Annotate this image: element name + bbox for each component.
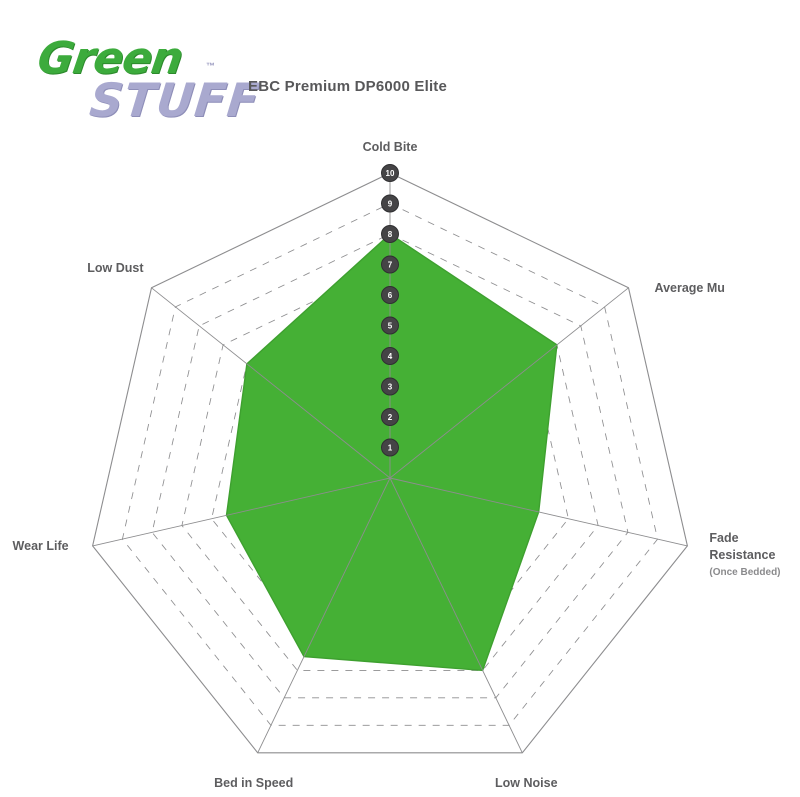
radar-spoke xyxy=(92,477,391,547)
radar-tick-marker: 10 xyxy=(381,164,399,182)
tick-marker-circle xyxy=(381,438,399,457)
axis-label: Resistance xyxy=(709,548,775,562)
greenstuff-logo: Green STUFF ™ xyxy=(34,33,262,133)
radar-tick-marker: 5 xyxy=(381,316,399,335)
radar-axis-labels: Cold Bite Average Mu Fade Resistance (Once B… xyxy=(13,140,781,790)
tick-marker-circle xyxy=(381,377,399,396)
radar-spoke xyxy=(151,287,391,479)
radar-spoke xyxy=(389,477,688,547)
tick-marker-label: 5 xyxy=(388,322,393,331)
tick-marker-label: 1 xyxy=(388,444,393,453)
tick-marker-circle xyxy=(381,316,399,335)
radar-spoke xyxy=(257,477,391,753)
radar-tick-marker: 6 xyxy=(381,286,399,304)
radar-tick-marker: 4 xyxy=(381,347,399,365)
axis-label: Average Mu xyxy=(655,281,725,295)
radar-spokes xyxy=(92,173,688,753)
radar-outer-ring xyxy=(92,172,688,754)
tick-marker-label: 10 xyxy=(386,169,395,178)
tick-marker-circle xyxy=(381,347,399,365)
axis-label: Wear Life xyxy=(13,539,69,553)
radar-tick-marker: 2 xyxy=(381,408,399,426)
page-title: EBC Premium DP6000 Elite xyxy=(248,78,448,95)
axis-label: Fade xyxy=(709,531,738,545)
radar-spoke xyxy=(389,477,523,753)
axis-label: Low Dust xyxy=(87,261,144,275)
axis-label: Cold Bite xyxy=(363,140,418,154)
tick-marker-circle xyxy=(381,408,399,426)
axis-label: Low Noise xyxy=(495,776,558,790)
radar-tick-marker: 8 xyxy=(381,225,399,243)
axis-sublabel: (Once Bedded) xyxy=(709,567,780,578)
axis-label: Bed in Speed xyxy=(214,776,293,790)
radar-tick-marker: 7 xyxy=(381,255,399,274)
tick-marker-label: 7 xyxy=(388,261,393,270)
tick-marker-label: 4 xyxy=(388,352,393,361)
radar-tick-marker: 9 xyxy=(381,194,399,213)
tick-marker-label: 9 xyxy=(388,200,393,209)
tick-marker-circle xyxy=(381,164,399,182)
tick-marker-label: 6 xyxy=(388,291,393,300)
tick-marker-label: 8 xyxy=(388,230,393,239)
tick-marker-circle xyxy=(381,225,399,243)
radar-spoke xyxy=(389,287,629,479)
tick-marker-circle xyxy=(381,286,399,304)
radar-grid-ring xyxy=(181,264,599,671)
radar-tick-marker: 1 xyxy=(381,438,399,457)
trademark-icon: ™ xyxy=(206,61,215,71)
tick-marker-label: 2 xyxy=(388,413,393,422)
radar-grid-ring xyxy=(121,203,659,726)
radar-tick-markers: 1 2 3 4 5 6 7 8 9 10 xyxy=(381,164,399,457)
tick-marker-label: 3 xyxy=(388,383,393,392)
tick-marker-circle xyxy=(381,255,399,274)
tick-marker-circle xyxy=(381,194,399,213)
radar-tick-marker: 3 xyxy=(381,377,399,396)
radar-grid-ring xyxy=(151,233,629,699)
